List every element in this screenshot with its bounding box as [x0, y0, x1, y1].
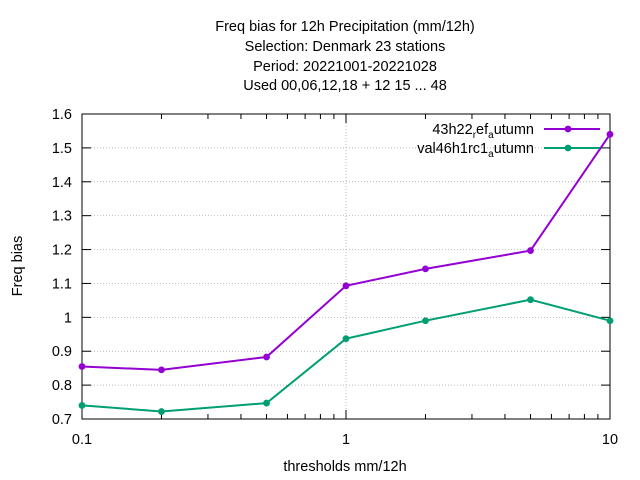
- series-line: [81, 298, 611, 413]
- legend-marker-series-2: [564, 144, 572, 152]
- title-line-3: Period: 20221001-20221028: [253, 59, 437, 75]
- data-point: [342, 335, 350, 343]
- y-tick-label: 1: [64, 310, 72, 326]
- data-point: [158, 408, 165, 415]
- y-tick-label: 0.8: [52, 378, 72, 394]
- data-point: [342, 282, 350, 290]
- x-tick-label: 0.1: [72, 432, 92, 448]
- y-tick-label: 1.5: [52, 141, 72, 157]
- x-tick-label: 10: [602, 432, 618, 448]
- data-point: [78, 363, 86, 370]
- data-point: [422, 265, 429, 273]
- x-tick-labels: 0.1 1 10: [72, 432, 618, 448]
- data-point: [158, 366, 165, 374]
- legend-entry-series-1: 43h22refautumn: [432, 122, 600, 141]
- data-point: [527, 247, 534, 254]
- y-tick-labels: 0.7 0.8 0.9 1 1.1 1.2 1.3 1.4 1.5 1.6: [52, 107, 72, 428]
- y-tick-label: 1.1: [52, 276, 72, 292]
- x-axis-label: thresholds mm/12h: [283, 459, 406, 475]
- y-tick-label: 1.2: [52, 243, 72, 259]
- title-line-4: Used 00,06,12,18 + 12 15 ... 48: [243, 78, 447, 94]
- legend: 43h22refautumn val46h1rc1autumn: [417, 122, 600, 160]
- x-tick-label: 1: [342, 432, 350, 448]
- y-axis-label: Freq bias: [10, 236, 26, 296]
- data-point: [606, 317, 614, 325]
- series-2: [78, 296, 614, 415]
- data-point: [606, 130, 614, 138]
- data-point: [422, 317, 429, 325]
- y-tick-label: 1.3: [52, 209, 72, 225]
- data-point: [527, 296, 534, 304]
- legend-label-series-1: 43h22refautumn: [432, 122, 534, 141]
- data-point: [263, 399, 270, 407]
- y-tick-label: 1.6: [52, 107, 72, 123]
- y-tick-label: 1.4: [52, 175, 72, 191]
- title-line-1: Freq bias for 12h Precipitation (mm/12h): [215, 19, 475, 35]
- y-tick-label: 0.7: [52, 412, 72, 428]
- y-tick-label: 0.9: [52, 344, 72, 360]
- legend-label-series-2: val46h1rc1autumn: [417, 141, 534, 160]
- title-line-2: Selection: Denmark 23 stations: [245, 39, 446, 55]
- series-layer: [78, 130, 614, 415]
- chart-title: Freq bias for 12h Precipitation (mm/12h)…: [215, 19, 475, 94]
- series-1: [78, 130, 614, 374]
- legend-marker-series-1: [564, 125, 572, 133]
- legend-entry-series-2: val46h1rc1autumn: [417, 141, 600, 160]
- data-point: [263, 353, 270, 361]
- data-point: [78, 402, 86, 409]
- plot-border: [81, 113, 611, 420]
